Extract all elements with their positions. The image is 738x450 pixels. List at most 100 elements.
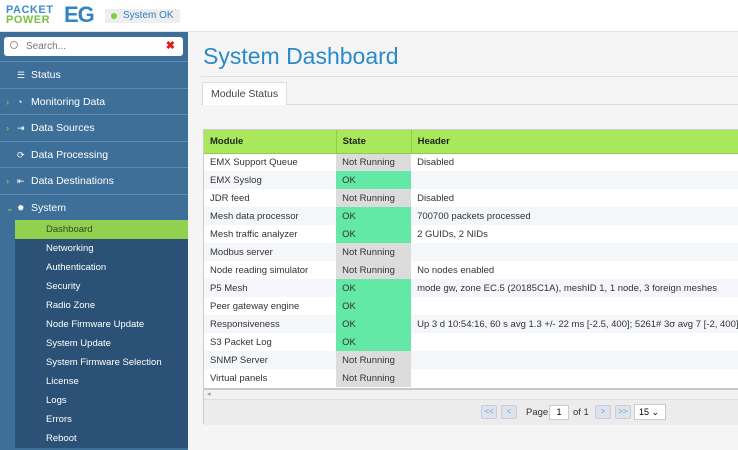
system-status-badge[interactable]: System OK xyxy=(105,9,180,23)
column-header-state[interactable]: State xyxy=(336,130,412,154)
chevron-right-icon: › xyxy=(6,96,9,107)
module-cell: JDR feed xyxy=(210,192,250,204)
table-row[interactable]: Responsiveness OK Up 3 d 10:54:16, 60 s av… xyxy=(204,315,738,333)
search-icon xyxy=(10,41,18,49)
column-header-module[interactable]: Module xyxy=(204,130,337,154)
header-cell: Disabled xyxy=(417,192,455,204)
page-title: System Dashboard xyxy=(203,43,399,69)
table-row[interactable]: Mesh traffic analyzer OK 2 GUIDs, 2 NIDs xyxy=(204,225,738,243)
search-box: ✖ xyxy=(4,37,183,56)
prev-page-button[interactable]: < xyxy=(501,405,517,419)
module-cell: P5 Mesh xyxy=(204,279,337,297)
table-row[interactable]: EMX Support Queue Not Running Disabled xyxy=(204,153,738,171)
pager: << < Page 1 of 1 > >> 15 ⌄ xyxy=(204,399,738,425)
status-dot-icon xyxy=(111,13,117,19)
table-row[interactable]: EMX Syslog OK xyxy=(204,171,738,189)
page-label: Page xyxy=(526,407,549,418)
state-cell: Not Running xyxy=(336,153,412,171)
header-cell xyxy=(411,351,738,369)
sidebar-item-data-destinations[interactable]: › ⇤ Data Destinations xyxy=(0,167,188,194)
module-cell: Mesh data processor xyxy=(204,207,337,225)
divider xyxy=(201,76,738,77)
table-row[interactable]: Peer gateway engine OK xyxy=(204,297,738,315)
table-row[interactable]: Virtual panels Not Running xyxy=(204,369,738,387)
state-cell: OK xyxy=(336,279,412,297)
state-cell: OK xyxy=(336,315,412,333)
chevron-right-icon: › xyxy=(6,123,9,133)
submenu-item-networking[interactable]: Networking xyxy=(46,243,94,254)
sidebar-item-system[interactable]: ⌄ ✹ System xyxy=(0,193,188,221)
module-cell: S3 Packet Log xyxy=(210,336,272,348)
tab-bar: Module Status xyxy=(201,82,738,105)
horizontal-scrollbar[interactable]: ◂ xyxy=(204,388,738,399)
header-cell xyxy=(411,171,738,189)
state-cell: Not Running xyxy=(336,243,412,261)
main-content: System Dashboard Module Status Module St… xyxy=(188,32,738,450)
page-number-input[interactable]: 1 xyxy=(549,405,569,420)
chevron-right-icon: › xyxy=(6,176,9,186)
module-cell: EMX Syslog xyxy=(204,171,337,189)
module-cell: Responsiveness xyxy=(204,315,337,333)
next-page-button[interactable]: > xyxy=(595,405,611,419)
sidebar-item-label: Monitoring Data xyxy=(31,95,106,108)
header-cell: No nodes enabled xyxy=(417,264,495,276)
header-cell xyxy=(411,297,738,315)
chevron-down-icon: ⌄ xyxy=(6,202,14,213)
sidebar-item-label: System xyxy=(31,201,67,214)
sidebar-item-monitoring-data[interactable]: › ◔ Monitoring Data xyxy=(0,87,188,115)
submenu-item-node-firmware-update[interactable]: Node Firmware Update xyxy=(46,319,145,330)
submenu-item-dashboard[interactable]: Dashboard xyxy=(15,220,188,239)
page-count: of 1 xyxy=(573,407,589,418)
sidebar-item-status[interactable]: ☰ Status xyxy=(0,61,188,88)
state-cell: OK xyxy=(336,333,412,351)
submenu-item-security[interactable]: Security xyxy=(46,281,81,292)
table-row[interactable]: Modbus server Not Running xyxy=(204,243,738,261)
module-cell: Modbus server xyxy=(204,243,337,261)
submenu-item-authentication[interactable]: Authentication xyxy=(46,262,107,273)
sidebar-nav: ☰ Status › ◔ Monitoring Data › ⇥ Data Sources ⟳ D… xyxy=(0,61,188,448)
state-cell: Not Running xyxy=(336,189,412,207)
table-row[interactable]: P5 Mesh OK mode gw, zone EC.5 (20185C1A), … xyxy=(204,279,738,297)
table-row[interactable]: S3 Packet Log OK xyxy=(204,333,738,351)
submenu-item-license[interactable]: License xyxy=(46,376,79,387)
chevron-down-icon: ⌄ xyxy=(651,407,660,417)
search-input[interactable] xyxy=(26,39,166,54)
header-cell: mode gw, zone EC.5 (20185C1A), meshID 1,… xyxy=(411,279,738,297)
list-icon: ☰ xyxy=(17,70,26,80)
sign-out-icon: ⇤ xyxy=(17,176,25,186)
sidebar-item-data-processing[interactable]: ⟳ Data Processing xyxy=(0,140,188,168)
submenu-item-system-update[interactable]: System Update xyxy=(46,338,111,349)
table-row[interactable]: SNMP Server Not Running xyxy=(204,351,738,369)
submenu-item-system-firmware-selection[interactable]: System Firmware Selection xyxy=(46,357,162,368)
submenu-item-radio-zone[interactable]: Radio Zone xyxy=(46,300,96,311)
header-cell: Up 3 d 10:54:16, 60 s avg 1.3 +/- 22 ms … xyxy=(411,315,738,333)
sidebar-item-label: Data Processing xyxy=(31,148,109,161)
submenu-item-reboot[interactable]: Reboot xyxy=(46,433,77,444)
table-row[interactable]: JDR feed Not Running Disabled xyxy=(204,189,738,207)
module-cell: EMX Support Queue xyxy=(210,156,298,168)
submenu-item-logs[interactable]: Logs xyxy=(46,395,67,406)
gear-icon: ✹ xyxy=(17,202,25,213)
sidebar-item-label: Data Sources xyxy=(31,122,95,134)
module-cell: Mesh traffic analyzer xyxy=(210,228,298,240)
submenu-item-errors[interactable]: Errors xyxy=(46,414,72,425)
top-bar: PACKET POWER EG System OK xyxy=(0,0,738,32)
state-cell: Not Running xyxy=(336,369,412,387)
module-cell: Virtual panels xyxy=(210,372,268,384)
page-size-select[interactable]: 15 ⌄ xyxy=(634,404,666,420)
tab-module-status[interactable]: Module Status xyxy=(202,82,288,105)
header-cell xyxy=(411,333,738,351)
module-cell: Peer gateway engine xyxy=(210,300,300,312)
state-cell: Not Running xyxy=(336,261,412,279)
module-cell: Node reading simulator xyxy=(210,264,309,276)
clear-search-icon[interactable]: ✖ xyxy=(165,40,175,52)
system-submenu: Dashboard Networking Authentication Securit… xyxy=(15,220,188,448)
table-row[interactable]: Mesh data processor OK 700700 packets proc… xyxy=(204,207,738,225)
header-cell xyxy=(411,243,738,261)
last-page-button[interactable]: >> xyxy=(615,405,631,419)
table-row[interactable]: Node reading simulator Not Running No node… xyxy=(204,261,738,279)
column-header-header[interactable]: Header xyxy=(411,130,738,154)
state-cell: Not Running xyxy=(336,351,412,369)
sidebar-item-data-sources[interactable]: › ⇥ Data Sources xyxy=(0,114,188,141)
first-page-button[interactable]: << xyxy=(481,405,497,419)
